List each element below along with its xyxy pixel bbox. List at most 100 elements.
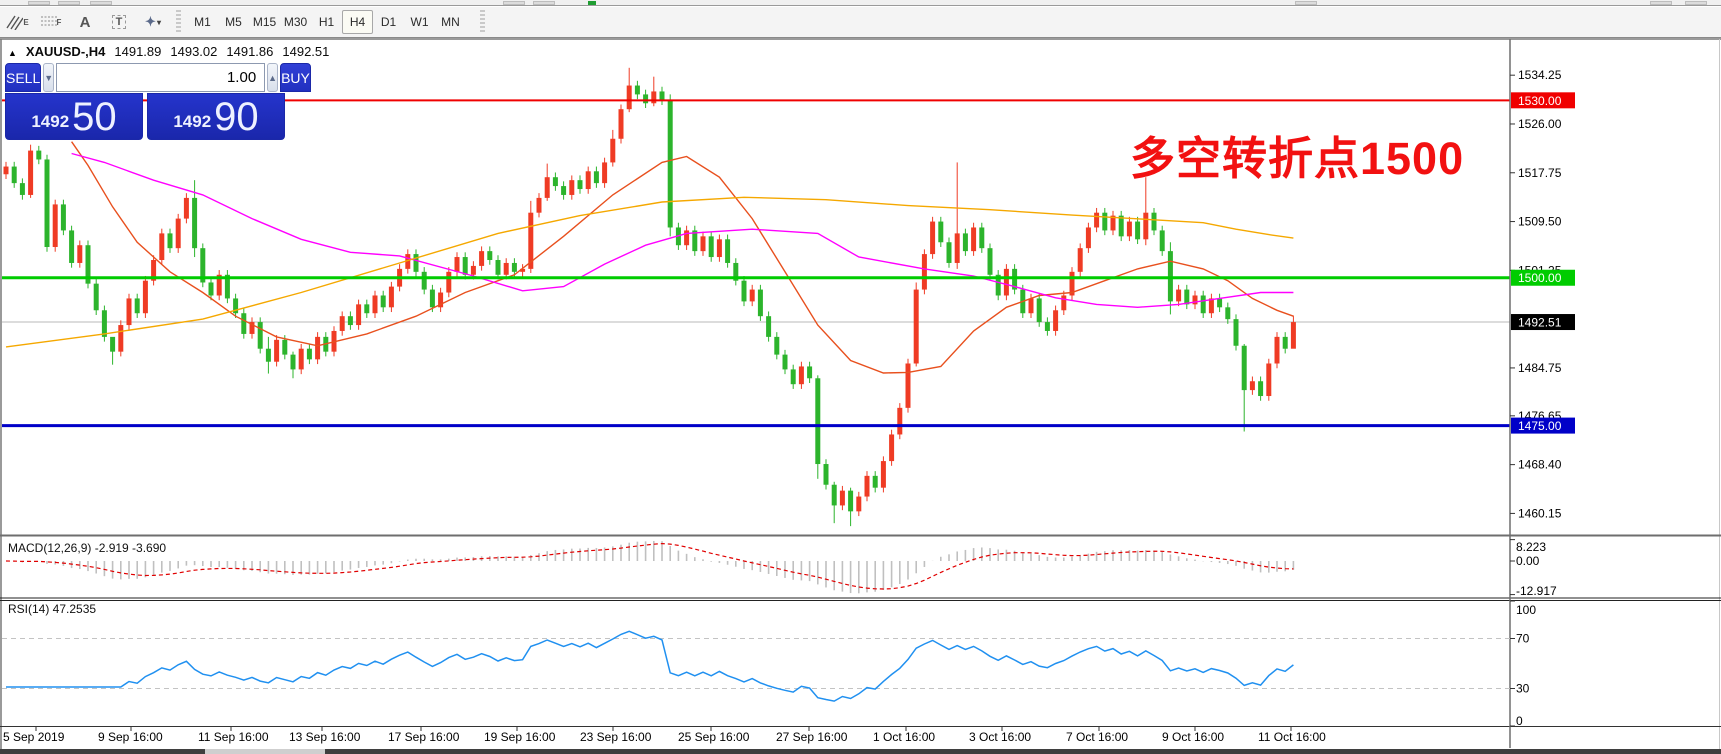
time-tick-label: 23 Sep 16:00: [580, 730, 652, 744]
chart-surface[interactable]: 1534.251526.001517.751509.501501.251484.…: [0, 38, 1721, 754]
one-click-trade-panel: SELL ▼ ▲ BUY 1492 50 1492 90: [5, 63, 311, 140]
rsi-tick-label: 30: [1516, 682, 1530, 696]
timeframe-button-group: M1 M5 M15 M30 H1 H4 D1 W1 MN: [187, 10, 466, 34]
timeframe-button-d1[interactable]: D1: [380, 15, 397, 29]
fibonacci-tool-icon[interactable]: F: [35, 9, 67, 35]
collapse-triangle-icon[interactable]: ▲: [8, 48, 17, 58]
macd-signal-line: [5, 542, 1294, 590]
toolbar-fragment: [533, 1, 555, 5]
text-tool-icon[interactable]: A: [79, 13, 91, 31]
buy-price-display[interactable]: 1492 90: [147, 93, 285, 140]
time-tick-label: 1 Oct 16:00: [873, 730, 935, 744]
buy-price-small: 1492: [173, 112, 212, 131]
chevron-down-icon[interactable]: ▾: [156, 17, 161, 27]
price-flag: [1511, 269, 1575, 286]
timeframe-button-m5[interactable]: M5: [225, 15, 242, 29]
buy-button[interactable]: BUY: [280, 63, 311, 92]
macd-tick-label: 8.223: [1516, 540, 1546, 554]
timeframe-button-m15[interactable]: M15: [252, 15, 277, 29]
tool-sub-label: E: [23, 17, 29, 27]
label-tool-glyph: T: [111, 15, 127, 29]
chart-text-annotation[interactable]: 多空转折点1500: [1130, 133, 1465, 184]
time-tick-label: 19 Sep 16:00: [484, 730, 556, 744]
equidistant-channel-tool-icon[interactable]: E: [1, 9, 33, 35]
toolbar-grip[interactable]: [176, 10, 181, 34]
price-tick-label: 1468.40: [1518, 458, 1562, 472]
toolbar-fragment: [1295, 1, 1317, 5]
price-flag-label: 1530.00: [1518, 94, 1562, 108]
timeframe-button-w1[interactable]: W1: [410, 15, 429, 29]
macd-tick-label: 0.00: [1516, 554, 1540, 568]
toolbar-fragment-green: [588, 1, 596, 5]
macd-tick-label: -12.917: [1516, 584, 1557, 598]
rsi-indicator-label: RSI(14) 47.2535: [8, 602, 97, 616]
low-value: 1491.86: [226, 44, 274, 59]
price-tick-label: 1517.75: [1518, 166, 1562, 180]
timeframe-button-m30[interactable]: M30: [283, 15, 308, 29]
time-tick-label: 13 Sep 16:00: [289, 730, 361, 744]
price-tick-label: 1534.25: [1518, 68, 1562, 82]
volume-input[interactable]: [56, 63, 266, 92]
sell-price-display[interactable]: 1492 50: [5, 93, 143, 140]
toolbar-fragment: [28, 1, 50, 5]
macd-indicator-label: MACD(12,26,9) -2.919 -3.690: [8, 541, 167, 555]
price-flag: [1511, 314, 1575, 331]
time-tick-label: 9 Oct 16:00: [1162, 730, 1224, 744]
price-tick-label: 1526.00: [1518, 117, 1562, 131]
time-tick-label: 17 Sep 16:00: [388, 730, 460, 744]
rsi-tick-label: 0: [1516, 714, 1523, 728]
symbol-period-label: XAUUSD-,H4: [25, 44, 106, 59]
candles-layer: [3, 67, 1296, 527]
buy-price-big: 90: [214, 95, 259, 139]
ma-fast-line: [71, 141, 1294, 374]
chart-toolbar: E F A T ✦ ▾ M1 M5 M15 M30 H1 H4 D1 W1 MN: [0, 7, 1721, 38]
shapes-glyph: ✦: [145, 14, 156, 29]
sell-price-big: 50: [72, 95, 117, 139]
time-tick-label: 3 Oct 16:00: [969, 730, 1031, 744]
rsi-tick-label: 100: [1516, 603, 1536, 617]
price-tick-label: 1484.75: [1518, 361, 1562, 375]
chart-title: ▲ XAUUSD-,H4 1491.89 1493.02 1491.86 149…: [8, 44, 329, 59]
ma-slow-line: [5, 196, 1294, 348]
volume-decrease-button[interactable]: ▼: [43, 63, 55, 92]
price-flag-label: 1492.51: [1518, 316, 1562, 330]
toolbar-grip[interactable]: [480, 10, 485, 34]
bottom-window-edge: [0, 749, 1721, 754]
timeframe-button-h1[interactable]: H1: [318, 15, 335, 29]
time-tick-label: 7 Oct 16:00: [1066, 730, 1128, 744]
sell-button[interactable]: SELL: [5, 63, 42, 92]
price-flag-label: 1475.00: [1518, 419, 1562, 433]
label-tool-icon[interactable]: T: [103, 9, 135, 35]
bottom-edge-notch: [205, 749, 325, 754]
volume-increase-button[interactable]: ▲: [267, 63, 279, 92]
rsi-line: [6, 630, 1294, 702]
ma-medium-line: [71, 152, 1294, 309]
time-tick-label: 9 Sep 16:00: [98, 730, 163, 744]
toolbar-fragment: [58, 1, 80, 5]
rsi-tick-label: 70: [1516, 632, 1530, 646]
close-value: 1492.51: [282, 44, 330, 59]
price-flag-label: 1500.00: [1518, 271, 1562, 285]
price-tick-label: 1460.15: [1518, 506, 1562, 520]
high-value: 1493.02: [170, 44, 218, 59]
time-tick-label: 11 Sep 16:00: [198, 730, 269, 744]
shapes-tool-icon[interactable]: ✦ ▾: [137, 9, 169, 35]
time-tick-label: 5 Sep 2019: [3, 730, 65, 744]
macd-histogram: [13, 540, 1295, 594]
toolbar-fragment: [1650, 1, 1672, 5]
clipped-toolbar-fragments: [0, 0, 1721, 6]
toolbar-fragment: [1685, 1, 1707, 5]
price-flag: [1511, 417, 1575, 434]
timeframe-button-h4[interactable]: H4: [342, 10, 373, 34]
toolbar-fragment: [503, 1, 525, 5]
timeframe-button-m1[interactable]: M1: [194, 15, 211, 29]
toolbar-fragment: [90, 1, 112, 5]
time-tick-label: 11 Oct 16:00: [1258, 730, 1326, 744]
price-flag: [1511, 92, 1575, 109]
timeframe-button-mn[interactable]: MN: [441, 15, 460, 29]
tool-sub-label: F: [56, 17, 62, 27]
time-tick-label: 27 Sep 16:00: [776, 730, 848, 744]
time-tick-label: 25 Sep 16:00: [678, 730, 750, 744]
price-tick-label: 1509.50: [1518, 215, 1562, 229]
